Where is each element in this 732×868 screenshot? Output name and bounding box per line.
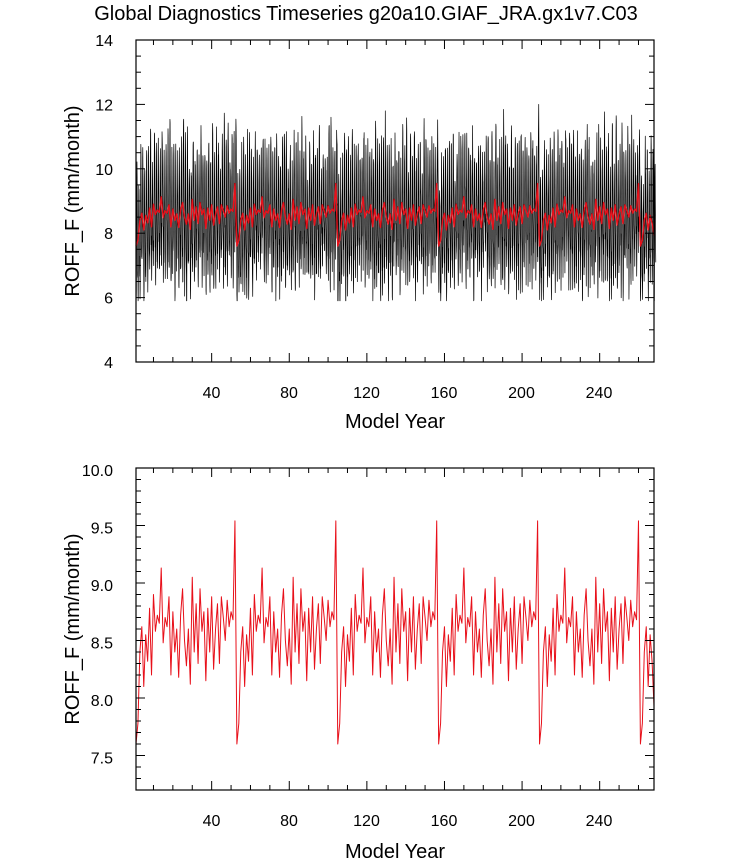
bottom-annual-line	[135, 520, 655, 745]
top-annual-line	[135, 182, 655, 247]
bottom-ytick-label: 8.0	[91, 693, 113, 710]
bottom-panel: 40 80 120 160 200 240 7.5 8.0 8.5 9.0 9.…	[62, 463, 655, 863]
bottom-x-axis-title: Model Year	[345, 841, 445, 863]
bottom-ytick-label: 10.0	[82, 463, 113, 480]
top-xtick-label: 160	[431, 385, 458, 402]
top-ytick-label: 4	[104, 355, 113, 372]
top-xtick-label: 240	[586, 385, 613, 402]
bottom-annual-series	[135, 520, 655, 745]
bottom-y-axis-title: ROFF_F (mm/month)	[62, 533, 84, 724]
top-xtick-label: 120	[353, 385, 380, 402]
bottom-xtick-label: 40	[203, 813, 221, 830]
bottom-xtick-label: 80	[280, 813, 298, 830]
top-ytick-label: 8	[104, 226, 113, 243]
top-monthly-line	[135, 104, 657, 302]
page-title: Global Diagnostics Timeseries g20a10.GIA…	[94, 3, 638, 25]
top-ytick-label: 12	[95, 97, 113, 114]
top-plot-frame	[135, 39, 655, 363]
top-ytick-label: 14	[95, 33, 113, 50]
bottom-axis-ticks	[136, 467, 654, 791]
bottom-ytick-label: 7.5	[91, 751, 113, 768]
top-x-axis-title: Model Year	[345, 411, 445, 433]
bottom-ytick-label: 9.5	[91, 521, 113, 538]
top-xtick-label: 200	[508, 385, 535, 402]
bottom-xtick-label: 200	[508, 813, 535, 830]
top-ytick-label: 6	[104, 291, 113, 308]
top-panel: 40 80 120 160 200 240 4 6 8 10 12 14 Mod…	[62, 33, 657, 433]
bottom-xtick-label: 160	[431, 813, 458, 830]
top-ytick-label: 10	[95, 162, 113, 179]
top-monthly-series	[135, 104, 657, 302]
top-axis-ticks	[136, 39, 654, 363]
top-y-axis-title: ROFF_F (mm/month)	[62, 105, 84, 296]
bottom-ytick-label: 8.5	[91, 636, 113, 653]
top-xtick-label: 40	[203, 385, 221, 402]
top-xtick-label: 80	[280, 385, 298, 402]
bottom-ytick-label: 9.0	[91, 578, 113, 595]
top-annual-series	[135, 182, 655, 247]
bottom-xtick-label: 240	[586, 813, 613, 830]
bottom-xtick-label: 120	[353, 813, 380, 830]
